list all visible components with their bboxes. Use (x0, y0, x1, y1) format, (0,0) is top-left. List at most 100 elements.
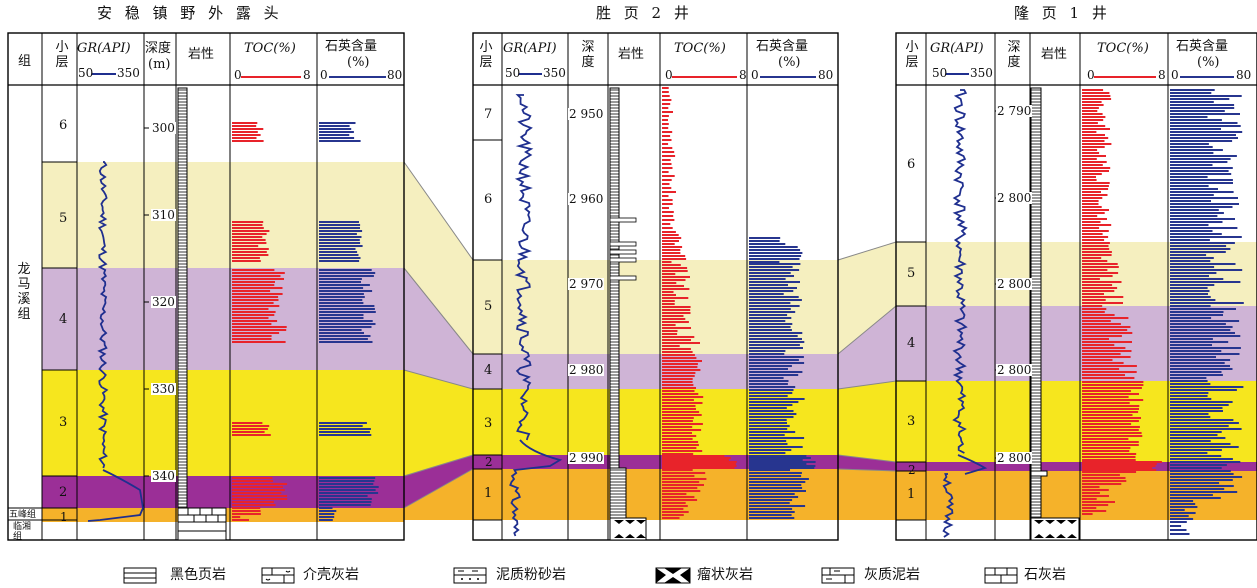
header-shendu-unit: (m) (148, 57, 171, 72)
right-layer-3: 3 (907, 414, 916, 429)
right-nodular-mark-2 (1056, 520, 1066, 538)
mid-bed-4 (609, 275, 637, 281)
mid-header-xiaoceng: 小 层 (479, 40, 493, 70)
right-layer-4: 4 (907, 336, 916, 351)
left-gr-tail (87, 469, 144, 522)
right-toc-max: 8 (1158, 68, 1166, 82)
left-litho (177, 87, 188, 509)
right-litho (1030, 87, 1042, 472)
right-nodular-mark-1 (1045, 520, 1055, 538)
mid-header-quartz: 石英含量 (756, 39, 809, 54)
mid-depth-2990: 2 990 (568, 451, 605, 465)
mid-bed-1 (609, 241, 637, 247)
header-gr: GR(API) (77, 41, 131, 56)
right-depth-2790: 2 790 (996, 104, 1033, 118)
conn-line-lm-4 (403, 468, 474, 509)
formation-longmaxi: 龙 马 溪 组 (17, 262, 31, 322)
mid-litho-b (609, 467, 627, 519)
mid-gr-kick (514, 439, 563, 471)
conn-line-lm-2 (403, 369, 474, 390)
conn-mr-5 (838, 242, 896, 354)
right-quartz-max: 80 (1236, 68, 1252, 82)
right-header-quartz-unit: (%) (1197, 55, 1220, 70)
mid-layer-3: 3 (484, 416, 493, 431)
conn-line-mr-4 (837, 468, 897, 472)
mid-bed-0 (609, 217, 637, 223)
formation-wufeng: 五峰组 (9, 510, 37, 520)
legend-calcareous-mudstone: 灰质泥岩 (864, 567, 920, 583)
mid-frame (472, 32, 839, 541)
quartz-min: 0 (320, 68, 328, 82)
right-gr-tail (942, 473, 955, 538)
conn-lm-3 (404, 370, 473, 476)
mid-gr-max: 350 (543, 66, 566, 80)
legend-black-shale: 黑色页岩 (170, 567, 226, 583)
right-depth-2800d: 2 800 (996, 451, 1033, 465)
mid-header-quartz-unit: (%) (778, 55, 801, 70)
right-quartz-min: 0 (1171, 68, 1179, 82)
right-layer-6: 6 (907, 157, 916, 172)
conn-line-mr-2 (837, 380, 897, 390)
mid-depth-2970: 2 970 (568, 277, 605, 291)
mid-toc-min: 0 (665, 68, 673, 82)
header-quartz: 石英含量 (325, 39, 378, 54)
conn-line-mr-3 (837, 454, 897, 463)
mid-layer-5: 5 (484, 299, 493, 314)
right-layer-2: 2 (908, 463, 916, 477)
mid-depth-2980: 2 980 (568, 363, 605, 377)
toc-max: 8 (303, 68, 311, 82)
mid-toc-max: 8 (739, 68, 747, 82)
header-toc: TOC(%) (244, 41, 296, 56)
conn-mr-1 (838, 469, 896, 520)
mid-header-toc: TOC(%) (674, 41, 726, 56)
left-depth-330: 330 (151, 382, 176, 396)
legend-shell-limestone: 介壳灰岩 (303, 567, 359, 583)
header-shendu: 深度 (145, 41, 172, 56)
left-depth-310: 310 (151, 208, 176, 222)
left-layer-1: 1 (60, 510, 68, 524)
right-nodular (1030, 517, 1080, 541)
right-gr-kick (957, 454, 988, 475)
left-layer-4: 4 (59, 312, 68, 327)
left-depth-320: 320 (151, 295, 176, 309)
conn-mr-4 (838, 306, 896, 389)
conn-line-mr-0 (837, 241, 897, 261)
right-header-shendu: 深 度 (1007, 40, 1021, 70)
conn-lm-2 (404, 455, 473, 508)
right-litho-b (1030, 475, 1042, 519)
mid-nodular-mark-1 (625, 520, 635, 538)
right-layer-1: 1 (907, 487, 916, 502)
right-layer-5: 5 (907, 266, 916, 281)
mid-quartz-max: 80 (818, 68, 834, 82)
mid-bed-3 (609, 257, 637, 263)
right-gr-min: 50 (932, 66, 948, 80)
title-left: 安 稳 镇 野 外 露 头 (97, 4, 283, 22)
left-layer-5: 5 (59, 211, 68, 226)
right-header-toc: TOC(%) (1097, 41, 1149, 56)
mid-gr-tail (509, 469, 521, 537)
conn-line-lm-3 (403, 454, 474, 477)
conn-line-mr-1 (837, 305, 897, 355)
conn-line-lm-0 (403, 161, 474, 261)
right-bed (1030, 470, 1048, 477)
right-band-2 (896, 462, 1257, 471)
header-quartz-unit: (%) (347, 55, 370, 70)
gr-min: 50 (78, 66, 94, 80)
mid-gr-min: 50 (505, 66, 521, 80)
formation-linxiang: 临湘 组 (13, 522, 32, 542)
legend-nodular-limestone: 瘤状灰岩 (697, 567, 753, 583)
right-depth-2800a: 2 800 (996, 191, 1033, 205)
right-header-gr: GR(API) (930, 41, 984, 56)
right-toc-min: 0 (1087, 68, 1095, 82)
right-depth-2800b: 2 800 (996, 277, 1033, 291)
mid-layer-4: 4 (484, 363, 493, 378)
mid-layer-1: 1 (484, 486, 493, 501)
right-depth-2800c: 2 800 (996, 363, 1033, 377)
quartz-max: 80 (387, 68, 403, 82)
left-depth-340: 340 (151, 469, 176, 483)
title-mid: 胜 页 2 井 (596, 4, 693, 22)
conn-lm-1 (404, 469, 473, 520)
mid-layer-7: 7 (484, 107, 493, 122)
mid-bed-2 (609, 249, 637, 255)
